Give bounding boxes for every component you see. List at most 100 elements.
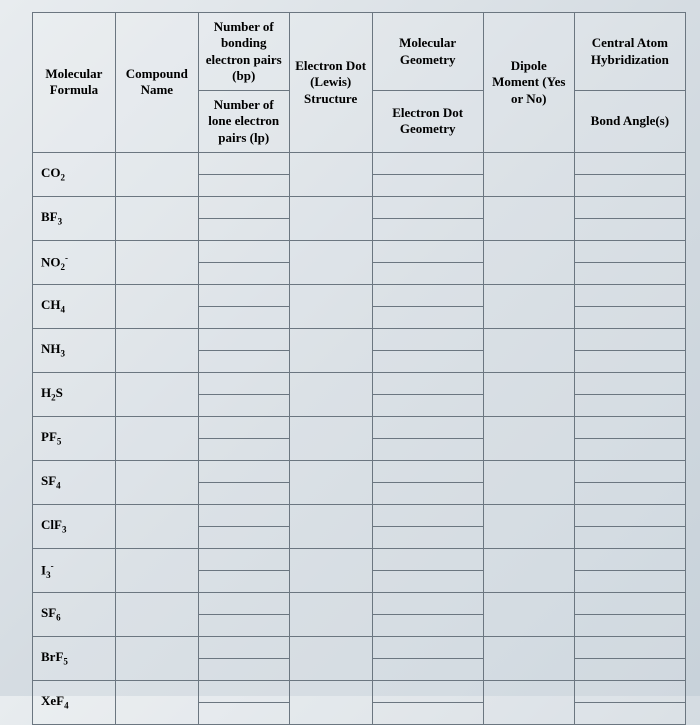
cell-formula: BrF5 bbox=[33, 636, 116, 680]
cell-dipole bbox=[483, 240, 574, 284]
cell-bonding-pairs bbox=[198, 592, 289, 614]
cell-hybridization bbox=[574, 328, 685, 350]
cell-hybridization bbox=[574, 152, 685, 174]
cell-lewis bbox=[289, 196, 372, 240]
cell-dipole bbox=[483, 548, 574, 592]
cell-formula: XeF4 bbox=[33, 680, 116, 724]
table-row: CH4 bbox=[33, 284, 686, 306]
cell-lewis bbox=[289, 548, 372, 592]
cell-bond-angle bbox=[574, 174, 685, 196]
cell-dipole bbox=[483, 504, 574, 548]
cell-molecular-geometry bbox=[372, 592, 483, 614]
vsepr-table: Molecular Formula Compound Name Number o… bbox=[32, 12, 686, 725]
cell-dipole bbox=[483, 680, 574, 724]
cell-hybridization bbox=[574, 240, 685, 262]
hdr-dipole-moment: Dipole Moment (Yes or No) bbox=[483, 13, 574, 153]
table-row: NO2- bbox=[33, 240, 686, 262]
cell-lewis bbox=[289, 240, 372, 284]
hdr-molecular-geometry: Molecular Geometry bbox=[372, 13, 483, 91]
cell-lewis bbox=[289, 680, 372, 724]
cell-molecular-geometry bbox=[372, 152, 483, 174]
cell-bond-angle bbox=[574, 658, 685, 680]
worksheet: Molecular Formula Compound Name Number o… bbox=[0, 0, 700, 725]
cell-electron-geometry bbox=[372, 394, 483, 416]
hdr-compound-name: Compound Name bbox=[115, 13, 198, 153]
cell-formula: NO2- bbox=[33, 240, 116, 284]
cell-lone-pairs bbox=[198, 394, 289, 416]
cell-hybridization bbox=[574, 592, 685, 614]
table-row: CO2 bbox=[33, 152, 686, 174]
cell-electron-geometry bbox=[372, 174, 483, 196]
cell-dipole bbox=[483, 636, 574, 680]
table-row: ClF3 bbox=[33, 504, 686, 526]
cell-bond-angle bbox=[574, 482, 685, 504]
cell-formula: PF5 bbox=[33, 416, 116, 460]
cell-lone-pairs bbox=[198, 482, 289, 504]
hdr-bonding-pairs: Number of bonding electron pairs (bp) bbox=[198, 13, 289, 91]
cell-compound-name bbox=[115, 504, 198, 548]
cell-lone-pairs bbox=[198, 570, 289, 592]
cell-hybridization bbox=[574, 680, 685, 702]
cell-bonding-pairs bbox=[198, 416, 289, 438]
cell-hybridization bbox=[574, 504, 685, 526]
cell-electron-geometry bbox=[372, 350, 483, 372]
cell-bond-angle bbox=[574, 394, 685, 416]
table-header: Molecular Formula Compound Name Number o… bbox=[33, 13, 686, 153]
cell-bond-angle bbox=[574, 262, 685, 284]
table-row: BrF5 bbox=[33, 636, 686, 658]
cell-molecular-geometry bbox=[372, 504, 483, 526]
cell-molecular-geometry bbox=[372, 196, 483, 218]
hdr-lewis-structure: Electron Dot (Lewis) Structure bbox=[289, 13, 372, 153]
cell-bond-angle bbox=[574, 614, 685, 636]
cell-molecular-geometry bbox=[372, 548, 483, 570]
cell-lone-pairs bbox=[198, 614, 289, 636]
cell-lewis bbox=[289, 592, 372, 636]
cell-compound-name bbox=[115, 592, 198, 636]
cell-lone-pairs bbox=[198, 350, 289, 372]
cell-bonding-pairs bbox=[198, 372, 289, 394]
cell-compound-name bbox=[115, 152, 198, 196]
cell-dipole bbox=[483, 152, 574, 196]
cell-bond-angle bbox=[574, 702, 685, 724]
cell-lone-pairs bbox=[198, 526, 289, 548]
cell-bond-angle bbox=[574, 570, 685, 592]
cell-formula: NH3 bbox=[33, 328, 116, 372]
cell-compound-name bbox=[115, 636, 198, 680]
cell-lone-pairs bbox=[198, 658, 289, 680]
cell-electron-geometry bbox=[372, 570, 483, 592]
cell-hybridization bbox=[574, 636, 685, 658]
cell-hybridization bbox=[574, 460, 685, 482]
cell-molecular-geometry bbox=[372, 416, 483, 438]
table-row: SF4 bbox=[33, 460, 686, 482]
hdr-hybridization: Central Atom Hybridization bbox=[574, 13, 685, 91]
cell-electron-geometry bbox=[372, 482, 483, 504]
hdr-lone-pairs: Number of lone electron pairs (lp) bbox=[198, 91, 289, 153]
table-row: NH3 bbox=[33, 328, 686, 350]
table-row: I3- bbox=[33, 548, 686, 570]
cell-lewis bbox=[289, 636, 372, 680]
cell-compound-name bbox=[115, 680, 198, 724]
cell-compound-name bbox=[115, 284, 198, 328]
cell-bonding-pairs bbox=[198, 636, 289, 658]
cell-compound-name bbox=[115, 196, 198, 240]
cell-lewis bbox=[289, 416, 372, 460]
cell-hybridization bbox=[574, 372, 685, 394]
cell-bond-angle bbox=[574, 218, 685, 240]
cell-lewis bbox=[289, 284, 372, 328]
cell-lone-pairs bbox=[198, 218, 289, 240]
cell-bonding-pairs bbox=[198, 548, 289, 570]
cell-bond-angle bbox=[574, 306, 685, 328]
hdr-bond-angles: Bond Angle(s) bbox=[574, 91, 685, 153]
table-row: H2S bbox=[33, 372, 686, 394]
cell-formula: BF3 bbox=[33, 196, 116, 240]
cell-molecular-geometry bbox=[372, 636, 483, 658]
cell-formula: H2S bbox=[33, 372, 116, 416]
cell-molecular-geometry bbox=[372, 680, 483, 702]
cell-electron-geometry bbox=[372, 438, 483, 460]
cell-bond-angle bbox=[574, 438, 685, 460]
cell-molecular-geometry bbox=[372, 372, 483, 394]
cell-formula: I3- bbox=[33, 548, 116, 592]
cell-formula: ClF3 bbox=[33, 504, 116, 548]
cell-molecular-geometry bbox=[372, 460, 483, 482]
cell-compound-name bbox=[115, 460, 198, 504]
